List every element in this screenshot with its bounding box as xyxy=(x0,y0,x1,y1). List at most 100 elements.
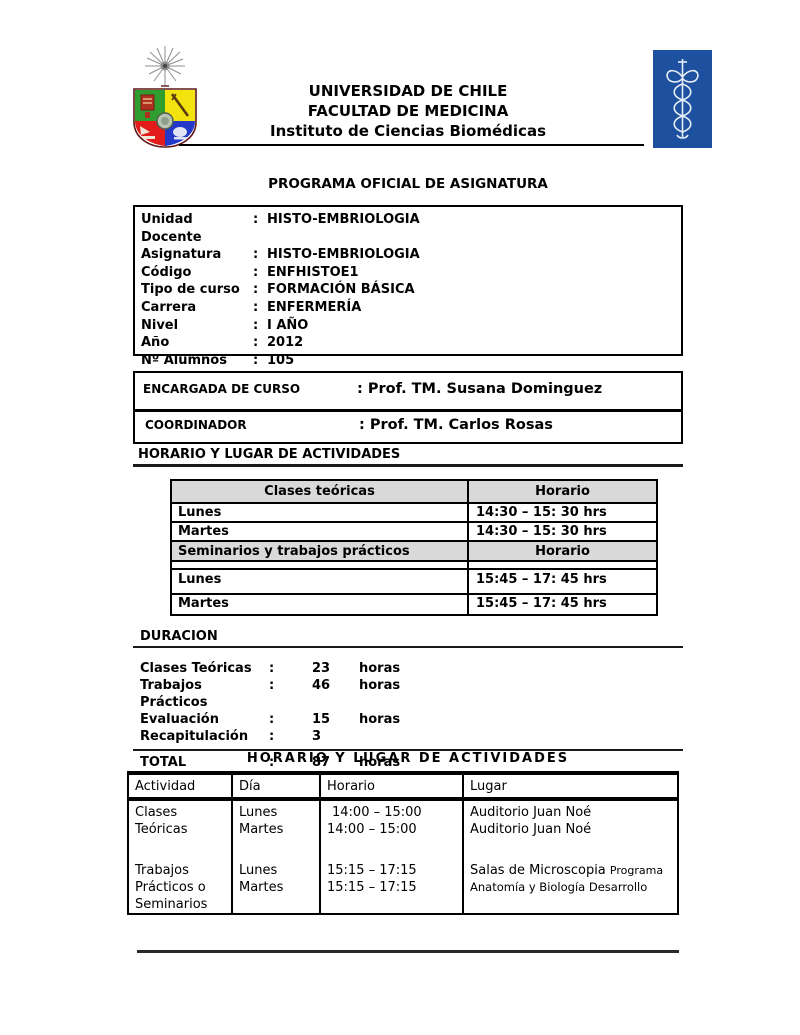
duracion-total-wrap: TOTAL : 87 horas xyxy=(133,749,683,771)
spacer-row xyxy=(170,560,658,570)
place-line: Auditorio Juan Noé xyxy=(470,822,592,837)
place-line: Salas de Microscopia Programa xyxy=(470,862,676,879)
day-cell: Lunes xyxy=(170,568,469,595)
duracion-separator: : xyxy=(269,661,275,676)
place-line: Auditorio Juan Noé xyxy=(470,805,592,820)
page-title: PROGRAMA OFICIAL DE ASIGNATURA xyxy=(268,176,548,192)
duracion-label: Evaluación xyxy=(140,712,219,727)
day-line: Lunes xyxy=(239,863,278,878)
time-cell: 15:45 – 17: 45 hrs xyxy=(467,593,658,616)
duracion-value: 46 xyxy=(312,678,331,693)
column-header-lugar: Lugar xyxy=(462,771,679,801)
place-group-practice: Salas de Microscopia Programa Anatomía y… xyxy=(470,862,676,895)
activities-table: Actividad Día Horario Lugar Clases Teóri… xyxy=(127,771,679,915)
column-header-dia: Día xyxy=(231,771,321,801)
course-info-row: Unidad Docente : HISTO-EMBRIOLOGIA xyxy=(141,211,675,246)
header-divider xyxy=(179,144,644,146)
facultad-medicina-logo-icon xyxy=(653,50,712,148)
field-separator: : xyxy=(253,352,259,368)
field-label: Unidad Docente xyxy=(141,212,202,245)
schedule-section-heading: HORARIO Y LUGAR DE ACTIVIDADES xyxy=(138,447,401,462)
course-info-row: Carrera : ENFERMERÍA xyxy=(141,299,675,317)
seminar-horario-header-cell: Horario xyxy=(467,540,658,562)
seminar-row: Lunes 15:45 – 17: 45 hrs xyxy=(170,568,658,595)
theory-header-row: Clases teóricas Horario xyxy=(170,479,658,504)
university-name: UNIVERSIDAD DE CHILE xyxy=(308,82,508,100)
footer-divider xyxy=(137,950,679,953)
field-separator: : xyxy=(253,317,259,333)
field-value: I AÑO xyxy=(267,317,309,333)
schedule-table: Clases teóricas Horario Lunes 14:30 – 15… xyxy=(170,479,658,616)
column-header-horario: Horario xyxy=(319,771,464,801)
field-value: 2012 xyxy=(267,335,304,351)
duracion-row: Trabajos Prácticos : 46 horas xyxy=(133,677,683,711)
day-line: Lunes xyxy=(239,805,278,820)
duracion-separator: : xyxy=(269,729,275,744)
activities-table-wrap: Actividad Día Horario Lugar Clases Teóri… xyxy=(127,771,679,915)
day-group-theory: Lunes Martes xyxy=(239,804,318,838)
coordinador-box: COORDINADOR : Prof. TM. Carlos Rosas xyxy=(133,410,683,444)
seminar-row: Martes 15:45 – 17: 45 hrs xyxy=(170,593,658,616)
field-label: Carrera xyxy=(141,299,197,315)
dia-cell: Lunes Martes Lunes Martes xyxy=(231,798,321,915)
field-label: Nº Alumnos xyxy=(141,352,227,368)
day-cell: Martes xyxy=(170,521,469,542)
faculty-name: FACULTAD DE MEDICINA xyxy=(307,102,509,120)
activity-line: Seminarios xyxy=(135,897,208,912)
coordinador-value: : Prof. TM. Carlos Rosas xyxy=(359,417,553,433)
time-line: 14:00 – 15:00 xyxy=(327,822,417,837)
field-separator: : xyxy=(253,282,259,298)
place-small: Programa xyxy=(609,864,664,877)
day-line: Martes xyxy=(239,822,284,837)
day-cell: Lunes xyxy=(170,502,469,523)
place-line-small: Anatomía y Biología Desarrollo xyxy=(470,880,648,894)
duracion-row: Recapitulación : 3 xyxy=(133,728,683,745)
time-group-theory: 14:00 – 15:00 14:00 – 15:00 xyxy=(327,804,461,838)
course-info-row: Nivel : I AÑO xyxy=(141,317,675,335)
coordinador-row: COORDINADOR : Prof. TM. Carlos Rosas xyxy=(145,417,681,433)
spacer-cell xyxy=(467,560,658,570)
duracion-heading: DURACION xyxy=(140,629,218,644)
total-separator: : xyxy=(269,755,275,770)
encargada-value: : Prof. TM. Susana Dominguez xyxy=(357,381,603,397)
universidad-de-chile-logo-icon xyxy=(128,44,202,148)
field-separator: : xyxy=(253,299,259,315)
activities-heading: HORARIO Y LUGAR DE ACTIVIDADES xyxy=(246,751,570,766)
field-label: Asignatura xyxy=(141,247,222,263)
coordinador-label: COORDINADOR xyxy=(145,418,247,432)
course-info-box: Unidad Docente : HISTO-EMBRIOLOGIA Asign… xyxy=(133,205,683,368)
field-separator: : xyxy=(253,335,259,351)
time-cell: 14:30 – 15: 30 hrs xyxy=(467,502,658,523)
field-label: Año xyxy=(141,335,170,351)
total-unit: horas xyxy=(359,755,401,770)
activities-header-row: Actividad Día Horario Lugar xyxy=(127,771,679,801)
seminar-header-cell: Seminarios y trabajos prácticos xyxy=(170,540,469,562)
course-info-row: Nº Alumnos : 105 xyxy=(141,352,675,370)
time-line: 15:15 – 17:15 xyxy=(327,863,417,878)
time-line: 15:15 – 17:15 xyxy=(327,880,417,895)
theory-row: Martes 14:30 – 15: 30 hrs xyxy=(170,521,658,542)
activity-line: Trabajos xyxy=(135,863,189,878)
course-info-row: Tipo de curso : FORMACIÓN BÁSICA xyxy=(141,281,675,299)
activity-group-practice: Trabajos Prácticos o Seminarios xyxy=(135,862,230,912)
activities-body-row: Clases Teóricas Trabajos Prácticos o Sem… xyxy=(127,798,679,915)
time-cell: 14:30 – 15: 30 hrs xyxy=(467,521,658,542)
duracion-value: 15 xyxy=(312,712,331,727)
course-info-row: Asignatura : HISTO-EMBRIOLOGIA xyxy=(141,246,675,264)
duracion-separator: : xyxy=(269,712,275,727)
duracion-row: Clases Teóricas : 23 horas xyxy=(133,660,683,677)
activity-group-theory: Clases Teóricas xyxy=(135,804,230,838)
activity-line: Prácticos o xyxy=(135,880,206,895)
day-cell: Martes xyxy=(170,593,469,616)
field-value: ENFERMERÍA xyxy=(267,299,362,315)
field-label: Tipo de curso xyxy=(141,282,240,298)
horario-cell: 14:00 – 15:00 14:00 – 15:00 15:15 – 17:1… xyxy=(319,798,464,915)
duracion-unit: horas xyxy=(359,661,401,676)
coat-of-arms-icon xyxy=(133,46,197,148)
time-line: 14:00 – 15:00 xyxy=(332,805,422,820)
duracion-label: Recapitulación xyxy=(140,729,249,744)
theory-row: Lunes 14:30 – 15: 30 hrs xyxy=(170,502,658,523)
activity-line: Clases xyxy=(135,805,178,820)
field-value: FORMACIÓN BÁSICA xyxy=(267,282,415,298)
